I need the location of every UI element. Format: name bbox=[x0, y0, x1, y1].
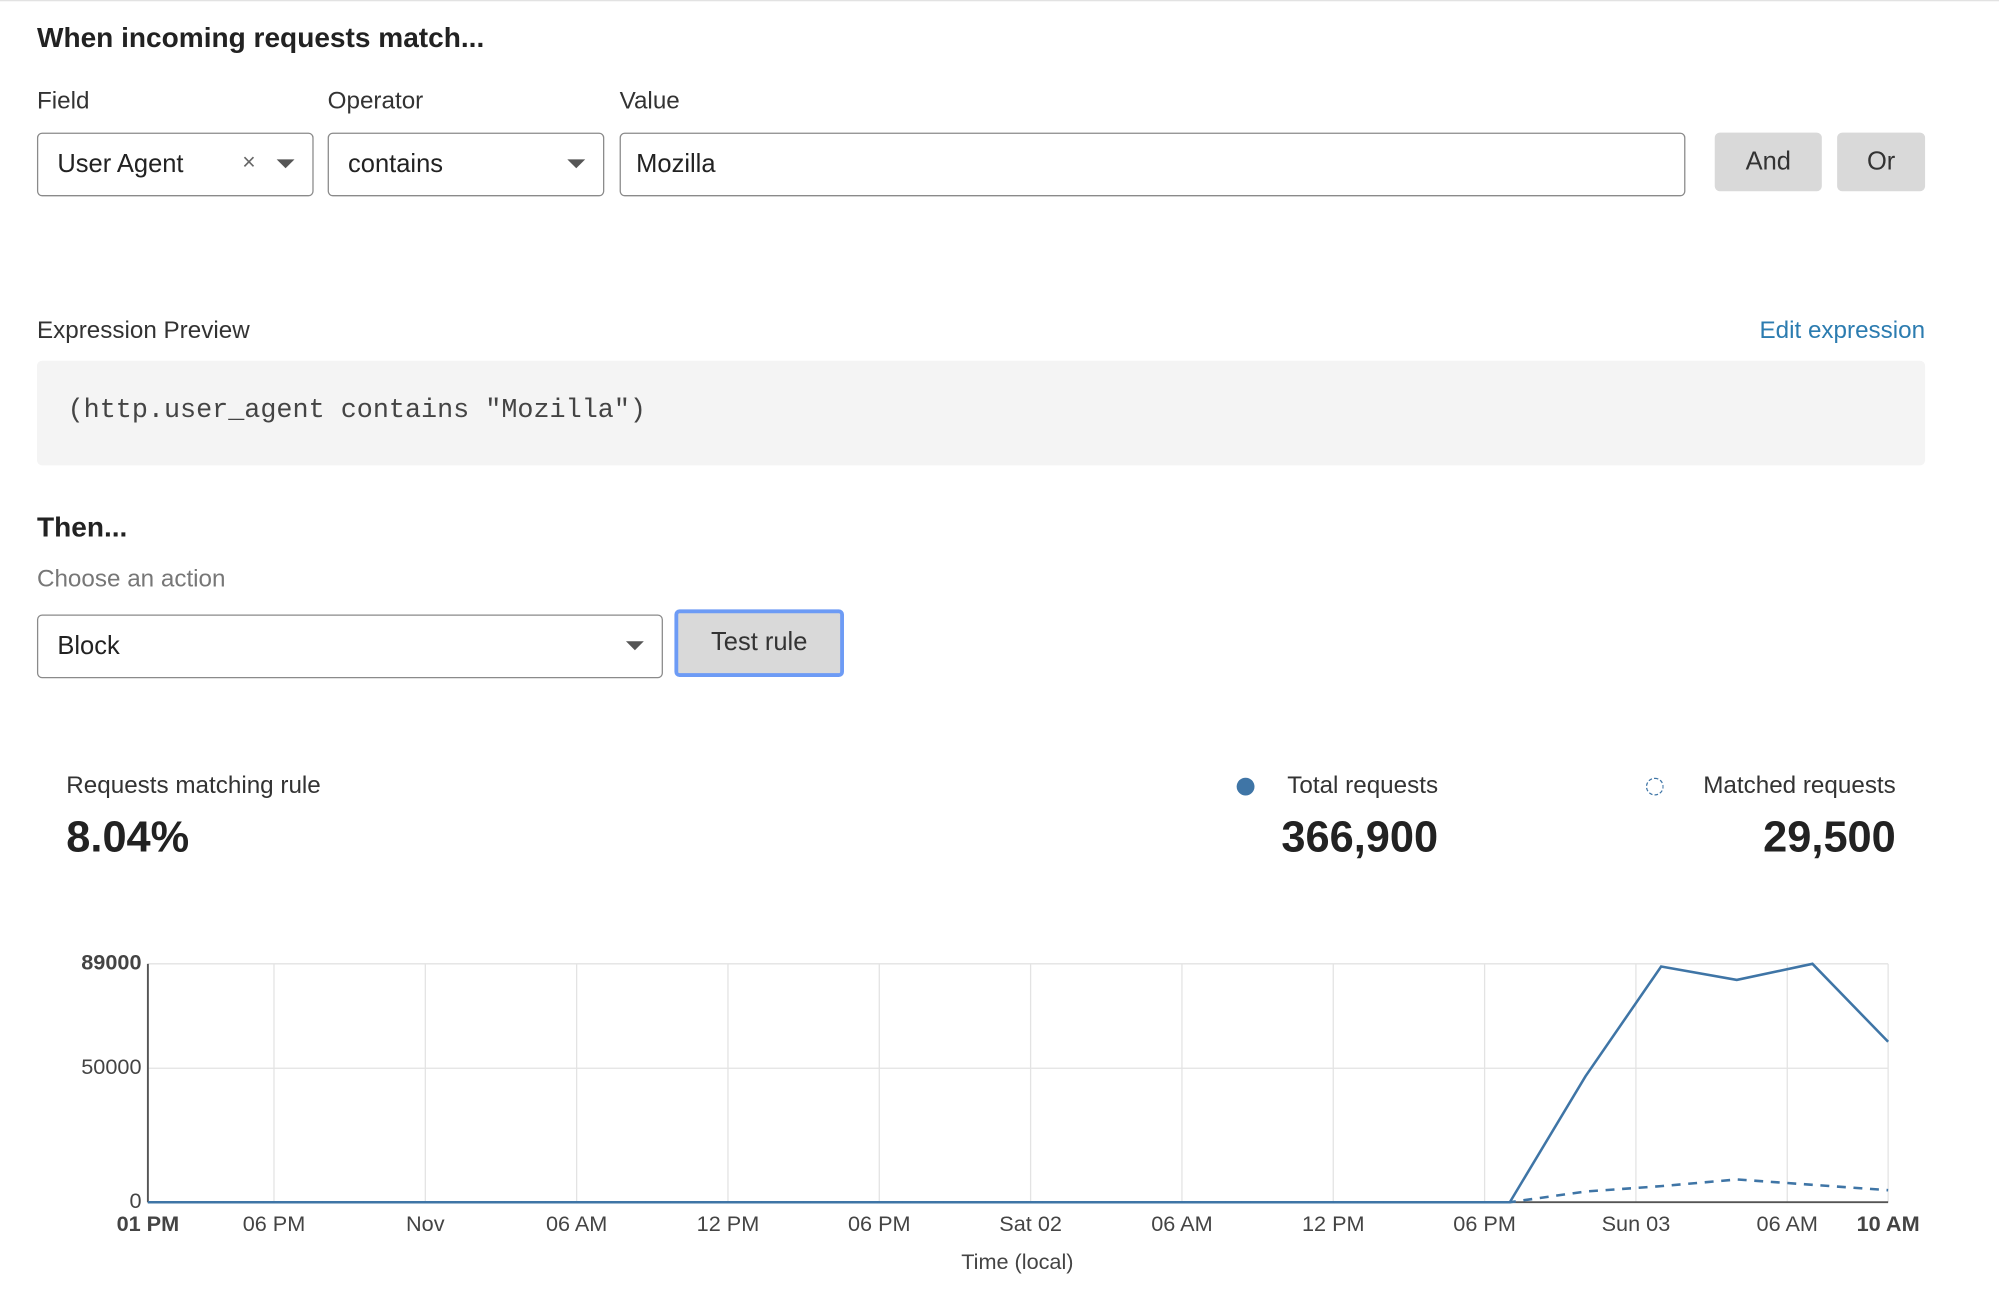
test-rule-button[interactable]: Test rule bbox=[674, 609, 844, 677]
y-tick-label: 0 bbox=[129, 1188, 141, 1213]
select-value: contains bbox=[348, 149, 444, 178]
y-tick-label: 89000 bbox=[81, 950, 141, 975]
field-label: Operator bbox=[327, 87, 424, 115]
x-tick-label: 12 PM bbox=[697, 1211, 760, 1236]
code-box: (http.user_agent contains "Mozilla") bbox=[36, 360, 1926, 466]
action-label: Choose an action bbox=[36, 566, 226, 593]
x-tick-label: 06 PM bbox=[848, 1211, 911, 1236]
field-select[interactable]: User Agent × bbox=[36, 132, 314, 197]
dropdown-arrow bbox=[625, 641, 644, 651]
or-button[interactable]: Or bbox=[1837, 132, 1926, 192]
x-tick-label: 06 PM bbox=[1453, 1211, 1516, 1236]
stat-value: 366,900 bbox=[1281, 813, 1439, 862]
select-value: User Agent bbox=[57, 149, 184, 178]
dropdown-arrow bbox=[276, 159, 295, 169]
data-line bbox=[147, 1178, 1889, 1204]
x-axis-label: Time (local) bbox=[961, 1249, 1073, 1274]
legend-marker bbox=[1236, 777, 1255, 796]
x-tick-label: 06 AM bbox=[546, 1211, 607, 1236]
section-title: When incoming requests match... bbox=[36, 21, 485, 54]
legend-label: Matched requests bbox=[1703, 772, 1896, 800]
chart: Time (local) 01 PM 06 PM Nov 06 AM 12 PM 06 P… bbox=[81, 950, 1920, 1275]
legend-marker bbox=[1645, 777, 1664, 796]
x-tick-label: 12 PM bbox=[1302, 1211, 1365, 1236]
input-value: Mozilla bbox=[636, 149, 716, 178]
stat-label: Requests matching rule bbox=[66, 772, 321, 800]
legend-label: Total requests bbox=[1287, 772, 1439, 800]
x-tick-label: Sat 02 bbox=[999, 1211, 1062, 1236]
data-line bbox=[147, 962, 1890, 1204]
x-tick-label: 01 PM bbox=[117, 1211, 180, 1236]
dropdown-arrow bbox=[567, 159, 586, 169]
field-label: Field bbox=[36, 87, 90, 115]
y-tick-label: 50000 bbox=[81, 1054, 141, 1079]
x-tick-label: 10 AM bbox=[1857, 1211, 1920, 1236]
x-tick-label: Nov bbox=[406, 1211, 445, 1236]
section-title: Then... bbox=[36, 511, 128, 544]
edit-expression-link[interactable]: Edit expression bbox=[1759, 317, 1926, 345]
and-button[interactable]: And bbox=[1714, 132, 1822, 192]
stat-value: 29,500 bbox=[1763, 813, 1896, 862]
expression-code: (http.user_agent contains "Mozilla") bbox=[67, 396, 646, 426]
stat-value: 8.04% bbox=[66, 813, 190, 862]
action-select[interactable]: Block bbox=[36, 614, 663, 679]
select-value: Block bbox=[57, 631, 120, 660]
clear-icon[interactable]: × bbox=[242, 149, 256, 175]
x-tick-label: 06 AM bbox=[1757, 1211, 1818, 1236]
x-tick-label: 06 PM bbox=[243, 1211, 306, 1236]
x-tick-label: Sun 03 bbox=[1602, 1211, 1671, 1236]
operator-select[interactable]: contains bbox=[327, 132, 605, 197]
x-tick-label: 06 AM bbox=[1151, 1211, 1212, 1236]
value-input[interactable]: Mozilla bbox=[619, 132, 1686, 197]
field-label: Value bbox=[619, 87, 680, 115]
expression-label: Expression Preview bbox=[36, 317, 250, 345]
